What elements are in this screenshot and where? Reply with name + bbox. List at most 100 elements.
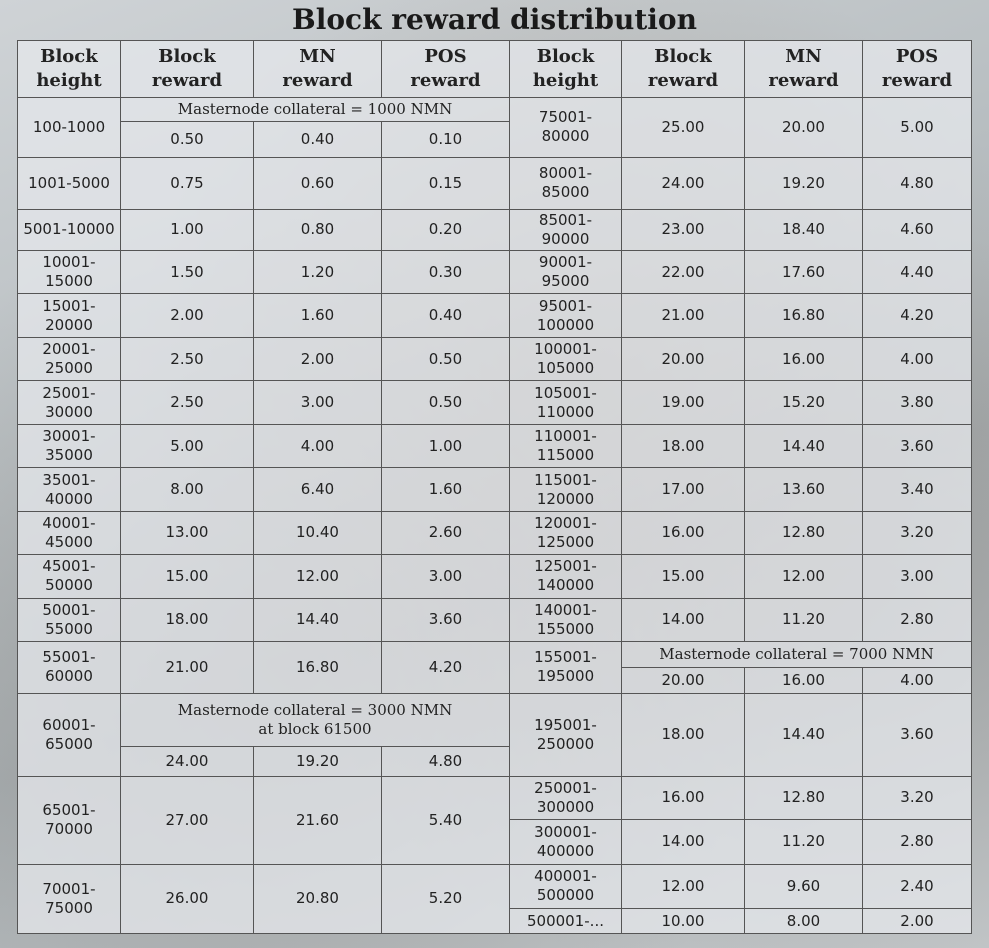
left-pos-reward-cell: 4.80 [381, 745, 510, 777]
header-left-pos-reward: POS reward [381, 40, 510, 98]
table-row: 0.50 0.40 0.10 [18, 120, 972, 158]
right-mn-reward-cell: 11.20 [744, 597, 863, 643]
header-right-block-height: Block height [509, 40, 622, 98]
right-mn-reward-cell: 15.20 [744, 380, 863, 425]
right-block-reward-cell: 25.00 [621, 96, 745, 158]
left-height-cell: 65001- 70000 [17, 775, 121, 865]
table-row: 300001- 400000 14.00 11.20 2.80 [18, 819, 972, 865]
right-mn-reward-cell: 18.40 [744, 208, 863, 252]
right-mn-reward-cell: 14.40 [744, 423, 863, 469]
left-height-cell: 5001-10000 [17, 208, 121, 252]
right-block-reward-cell: 14.00 [621, 597, 745, 643]
right-pos-reward-cell: 4.20 [862, 293, 972, 338]
left-pos-reward-cell: 0.30 [381, 250, 510, 295]
right-pos-reward-cell: 3.60 [862, 423, 972, 469]
right-pos-reward-cell: 3.80 [862, 380, 972, 425]
left-height-cell: 25001- 30000 [17, 380, 121, 425]
right-pos-reward-cell: 4.40 [862, 250, 972, 295]
right-pos-reward-cell: 5.00 [862, 96, 972, 158]
table-row: 50001- 55000 18.00 14.40 3.60 140001- 15… [17, 597, 972, 643]
right-height-cell: 140001- 155000 [509, 597, 622, 643]
table-row: 55001- 60000 21.00 16.80 4.20 155001- 19… [17, 641, 972, 694]
left-block-reward-cell: 13.00 [120, 510, 254, 556]
right-pos-reward-cell: 4.80 [862, 156, 972, 210]
table-row: 45001- 50000 15.00 12.00 3.00 125001- 14… [17, 554, 972, 599]
right-height-cell: 500001-... [509, 908, 622, 934]
left-mn-reward-cell: 1.60 [253, 293, 382, 338]
right-block-reward-cell: 21.00 [621, 293, 745, 338]
left-block-reward-cell: 21.00 [120, 641, 254, 694]
left-pos-reward-cell: 4.20 [381, 641, 510, 694]
table-row: 10001- 15000 1.50 1.20 0.30 90001- 95000… [17, 250, 972, 295]
left-height-cell: 20001- 25000 [17, 336, 121, 382]
left-mn-reward-cell: 3.00 [253, 380, 382, 425]
right-height-cell: 95001- 100000 [509, 293, 622, 338]
table-row: 60001- 65000 Masternode collateral = 300… [17, 692, 972, 777]
right-pos-reward-cell: 4.00 [862, 336, 972, 382]
left-pos-reward-cell: 0.40 [381, 293, 510, 338]
right-height-cell: 85001- 90000 [509, 208, 622, 252]
left-block-reward-cell: 24.00 [120, 745, 254, 777]
table-row: 70001- 75000 26.00 20.80 5.20 400001- 50… [17, 863, 972, 935]
right-height-cell: 120001- 125000 [509, 510, 622, 556]
left-pos-reward-cell: 3.60 [381, 597, 510, 643]
left-mn-reward-cell: 0.60 [253, 156, 382, 210]
right-height-cell: 195001- 250000 [509, 692, 622, 777]
reward-table: Block height Block reward MN reward POS … [17, 40, 972, 935]
left-block-reward-cell: 26.00 [120, 863, 254, 935]
left-block-reward-cell: 8.00 [120, 467, 254, 512]
left-pos-reward-cell: 1.60 [381, 467, 510, 512]
table-row: 15001- 20000 2.00 1.60 0.40 95001- 10000… [17, 293, 972, 338]
right-height-cell: 80001- 85000 [509, 156, 622, 210]
right-mn-reward-cell: 11.20 [744, 819, 863, 865]
right-pos-reward-cell: 2.00 [862, 908, 972, 934]
left-block-reward-cell: 0.50 [120, 120, 254, 158]
right-block-reward-cell: 19.00 [621, 380, 745, 425]
left-block-reward-cell: 2.50 [120, 336, 254, 382]
right-mn-reward-cell: 20.00 [744, 96, 863, 158]
right-mn-reward-cell: 14.40 [744, 692, 863, 777]
table-row: 1001-5000 0.75 0.60 0.15 80001- 85000 24… [17, 156, 972, 210]
left-mn-reward-cell: 0.40 [253, 120, 382, 158]
right-pos-reward-cell: 3.20 [862, 775, 972, 821]
header-row: Block height Block reward MN reward POS … [17, 40, 972, 98]
right-block-reward-cell: 24.00 [621, 156, 745, 210]
table-row: 35001- 40000 8.00 6.40 1.60 115001- 1200… [17, 467, 972, 512]
right-block-reward-cell: 17.00 [621, 467, 745, 512]
right-mn-reward-cell: 12.00 [744, 554, 863, 599]
left-height-cell: 1001-5000 [17, 156, 121, 210]
left-block-reward-cell: 1.00 [120, 208, 254, 252]
left-height-cell: 40001- 45000 [17, 510, 121, 556]
collateral-note-3000: Masternode collateral = 3000 NMN at bloc… [120, 692, 510, 747]
left-mn-reward-cell: 12.00 [253, 554, 382, 599]
right-block-reward-cell: 23.00 [621, 208, 745, 252]
left-mn-reward-cell: 16.80 [253, 641, 382, 694]
table-row: 500001-... 10.00 8.00 2.00 [18, 908, 972, 934]
left-height-cell: 55001- 60000 [17, 641, 121, 694]
right-block-reward-cell: 10.00 [621, 908, 745, 934]
right-mn-reward-cell: 12.80 [744, 775, 863, 821]
right-mn-reward-cell: 13.60 [744, 467, 863, 512]
collateral-note-7000: Masternode collateral = 7000 NMN [621, 641, 972, 668]
right-pos-reward-cell: 4.60 [862, 208, 972, 252]
left-height-cell: 10001- 15000 [17, 250, 121, 295]
right-pos-reward-cell: 3.00 [862, 554, 972, 599]
right-block-reward-cell: 20.00 [621, 336, 745, 382]
right-mn-reward-cell: 8.00 [744, 908, 863, 934]
right-height-cell: 300001- 400000 [509, 819, 622, 865]
left-block-reward-cell: 27.00 [120, 775, 254, 865]
table-row: 65001- 70000 27.00 21.60 5.40 250001- 30… [17, 775, 972, 865]
left-block-reward-cell: 5.00 [120, 423, 254, 469]
left-height-cell: 100-1000 [17, 96, 121, 158]
header-left-block-height: Block height [17, 40, 121, 98]
right-mn-reward-cell: 9.60 [744, 863, 863, 910]
table-row: 25001- 30000 2.50 3.00 0.50 105001- 1100… [17, 380, 972, 425]
right-pos-reward-cell: 2.40 [862, 863, 972, 910]
header-left-block-reward: Block reward [120, 40, 254, 98]
table-row: 20001- 25000 2.50 2.00 0.50 100001- 1050… [17, 336, 972, 382]
right-block-reward-cell: 14.00 [621, 819, 745, 865]
right-pos-reward-cell: 3.20 [862, 510, 972, 556]
right-height-cell: 250001- 300000 [509, 775, 622, 821]
right-block-reward-cell: 16.00 [621, 775, 745, 821]
left-mn-reward-cell: 14.40 [253, 597, 382, 643]
